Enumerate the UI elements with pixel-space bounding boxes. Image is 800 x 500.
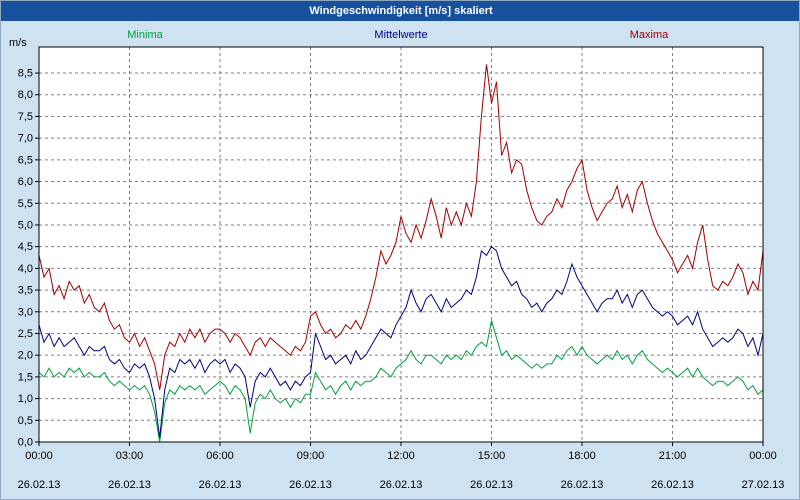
y-tick-label: 8,0 — [18, 89, 33, 101]
x-tick-time-label: 00:00 — [749, 450, 777, 462]
x-tick-time-label: 18:00 — [568, 450, 596, 462]
y-tick-label: 6,5 — [18, 154, 33, 166]
y-tick-label: 1,5 — [18, 371, 33, 383]
x-tick-date-label: 26.02.13 — [108, 479, 151, 491]
x-tick-date-label: 26.02.13 — [651, 479, 694, 491]
y-tick-label: 1,0 — [18, 393, 33, 405]
y-tick-label: 4,5 — [18, 241, 33, 253]
y-tick-label: 2,0 — [18, 350, 33, 362]
x-tick-time-label: 15:00 — [478, 450, 506, 462]
y-axis-unit-label: m/s — [9, 37, 27, 49]
y-tick-label: 6,0 — [18, 176, 33, 188]
x-tick-date-label: 26.02.13 — [199, 479, 242, 491]
x-tick-date-label: 26.02.13 — [380, 479, 423, 491]
y-tick-label: 2,5 — [18, 328, 33, 340]
x-tick-time-label: 09:00 — [297, 450, 325, 462]
legend-minima: Minima — [127, 29, 163, 41]
series-line-mittelwerte — [38, 245, 764, 438]
y-tick-label: 3,5 — [18, 285, 33, 297]
y-tick-label: 7,5 — [18, 111, 33, 123]
y-tick-label: 0,0 — [18, 437, 33, 449]
y-tick-label: 5,5 — [18, 198, 33, 210]
window-title: Windgeschwindigkeit [m/s] skaliert — [309, 5, 493, 17]
x-tick-time-label: 21:00 — [659, 450, 687, 462]
x-tick-date-label: 26.02.13 — [18, 479, 61, 491]
x-tick-time-label: 00:00 — [25, 450, 53, 462]
y-tick-label: 0,5 — [18, 415, 33, 427]
x-tick-date-label: 27.02.13 — [742, 479, 785, 491]
y-tick-label: 3,0 — [18, 306, 33, 318]
plot-frame — [38, 46, 764, 443]
x-tick-time-label: 12:00 — [387, 450, 415, 462]
series-line-maxima — [38, 64, 764, 390]
x-tick-time-label: 03:00 — [116, 450, 144, 462]
y-tick-label: 8,5 — [18, 68, 33, 80]
x-tick-date-label: 26.02.13 — [561, 479, 604, 491]
y-tick-label: 5,0 — [18, 219, 33, 231]
wind-speed-chart: 0,0 0,5 1,0 1,5 2,0 2,5 3,0 3,5 4,0 4,5 5,0 5,5 6,0 6… — [18, 46, 785, 491]
y-tick-label: 7,0 — [18, 133, 33, 145]
x-tick-date-label: 26.02.13 — [470, 479, 513, 491]
plot-area — [39, 47, 763, 442]
y-tick-label: 4,0 — [18, 263, 33, 275]
legend-mittelwerte: Mittelwerte — [374, 29, 428, 41]
x-tick-date-label: 26.02.13 — [289, 479, 332, 491]
x-tick-time-label: 06:00 — [206, 450, 234, 462]
legend-maxima: Maxima — [629, 29, 669, 41]
title-bar: Windgeschwindigkeit [m/s] skaliert — [1, 1, 799, 21]
